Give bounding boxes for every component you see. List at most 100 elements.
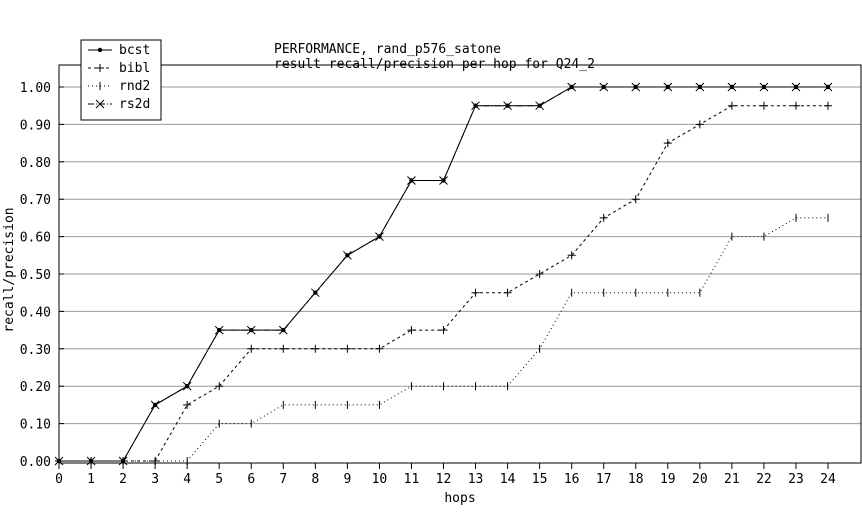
data-point-marker (407, 326, 416, 335)
data-point-marker (503, 288, 512, 297)
series-rs2d (54, 82, 833, 466)
x-tick-label: 17 (596, 472, 612, 487)
data-point-marker (246, 325, 256, 335)
data-point-marker (343, 250, 352, 260)
x-tick-label: 0 (55, 472, 63, 487)
legend-label: rnd2 (119, 79, 150, 94)
data-point-marker (503, 101, 512, 111)
data-point-marker (599, 213, 608, 222)
data-point-marker (599, 82, 609, 92)
data-point-marker (759, 101, 768, 110)
y-tick-label: 1.00 (20, 81, 51, 96)
y-tick-label: 0.90 (20, 118, 51, 133)
y-tick-label: 0.30 (20, 343, 51, 358)
data-point-marker (96, 64, 104, 72)
data-point-marker (182, 381, 192, 391)
data-point-marker (310, 288, 320, 298)
data-point-marker (631, 82, 641, 92)
data-point-marker (759, 82, 769, 92)
x-tick-label: 10 (372, 472, 388, 487)
x-axis-ticks: 0 1 2 3 4 5 6 7 8 9 10 11 12 13 14 15 16 17 18 19 20 21 22 23 24 (55, 463, 836, 487)
data-point-marker (86, 456, 96, 466)
x-tick-label: 3 (151, 472, 159, 487)
data-point-marker (278, 325, 288, 335)
x-tick-label: 23 (788, 472, 804, 487)
legend-label: rs2d (119, 97, 150, 112)
legend-item-rnd2: rnd2 (88, 79, 150, 94)
x-tick-label: 13 (468, 472, 484, 487)
data-point-marker (663, 82, 673, 92)
x-tick-label: 11 (404, 472, 420, 487)
series-line-bibl (59, 105, 828, 462)
x-tick-label: 21 (724, 472, 740, 487)
y-axis-label: recall/precision (2, 207, 17, 332)
data-point-marker (727, 82, 737, 92)
data-point-marker (439, 326, 448, 335)
data-point-marker (471, 101, 480, 111)
chart-title: PERFORMANCE, rand_p576_satone (274, 42, 501, 57)
data-point-marker (695, 82, 705, 92)
series-layer (54, 82, 833, 466)
y-tick-label: 0.60 (20, 231, 51, 246)
data-point-marker (214, 325, 224, 335)
data-point-marker (695, 120, 704, 129)
data-point-marker (791, 101, 800, 110)
x-axis-label: hops (444, 491, 475, 506)
data-point-marker (535, 270, 544, 278)
x-tick-label: 22 (756, 472, 772, 487)
series-bibl (55, 101, 832, 465)
series-line-rnd2 (59, 217, 828, 462)
legend-item-rs2d: rs2d (88, 97, 150, 112)
legend: bcst bibl rnd2 rs2d (80, 39, 162, 121)
x-tick-label: 19 (660, 472, 676, 487)
data-point-marker (183, 400, 192, 409)
y-axis-ticks: 0.00 0.10 0.20 0.30 0.40 0.50 0.60 0.70 0.80 0.90… (20, 81, 64, 470)
data-point-marker (375, 232, 384, 241)
x-tick-label: 6 (247, 472, 255, 487)
x-tick-label: 16 (564, 472, 580, 487)
x-tick-label: 4 (183, 472, 191, 487)
x-tick-label: 15 (532, 472, 548, 487)
legend-box (80, 39, 162, 121)
y-tick-label: 0.50 (20, 268, 51, 283)
x-tick-label: 7 (279, 472, 287, 487)
legend-label: bcst (119, 43, 150, 58)
data-point-marker (567, 251, 576, 260)
data-point-marker (823, 82, 833, 92)
data-point-marker (311, 344, 320, 353)
legend-item-bcst: bcst (88, 43, 150, 58)
data-point-marker (439, 176, 448, 185)
legend-item-bibl: bibl (88, 61, 150, 76)
x-tick-label: 12 (436, 472, 452, 487)
x-tick-label: 14 (500, 472, 516, 487)
data-point-marker (279, 344, 288, 353)
data-point-marker (247, 344, 256, 353)
x-tick-label: 2 (119, 472, 127, 487)
grid-lines (59, 86, 861, 425)
data-point-marker (567, 82, 577, 92)
data-point-marker (375, 344, 384, 353)
y-tick-label: 0.80 (20, 156, 51, 171)
data-point-marker (824, 101, 832, 110)
x-tick-label: 24 (820, 472, 836, 487)
data-point-marker (535, 101, 544, 111)
x-tick-label: 1 (87, 472, 95, 487)
plot-frame (58, 64, 862, 464)
y-tick-label: 0.20 (20, 380, 51, 395)
data-point-marker (118, 456, 128, 466)
data-point-marker (663, 139, 672, 148)
data-point-marker (471, 288, 480, 297)
data-point-marker (215, 382, 224, 391)
x-tick-label: 5 (215, 472, 223, 487)
data-point-marker (150, 400, 160, 410)
data-point-marker (727, 101, 736, 110)
y-tick-label: 0.10 (20, 418, 51, 433)
x-tick-label: 9 (343, 472, 351, 487)
x-tick-label: 20 (692, 472, 708, 487)
y-tick-label: 0.70 (20, 193, 51, 208)
data-point-marker (95, 99, 105, 109)
x-tick-label: 8 (311, 472, 319, 487)
data-point-marker (407, 176, 416, 185)
x-tick-label: 18 (628, 472, 644, 487)
